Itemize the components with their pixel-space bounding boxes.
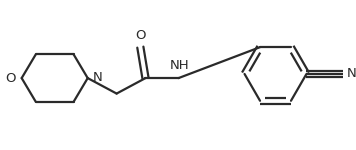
- Text: O: O: [135, 29, 146, 42]
- Text: N: N: [93, 70, 103, 84]
- Text: NH: NH: [170, 59, 189, 72]
- Text: O: O: [5, 72, 15, 85]
- Text: N: N: [347, 68, 356, 80]
